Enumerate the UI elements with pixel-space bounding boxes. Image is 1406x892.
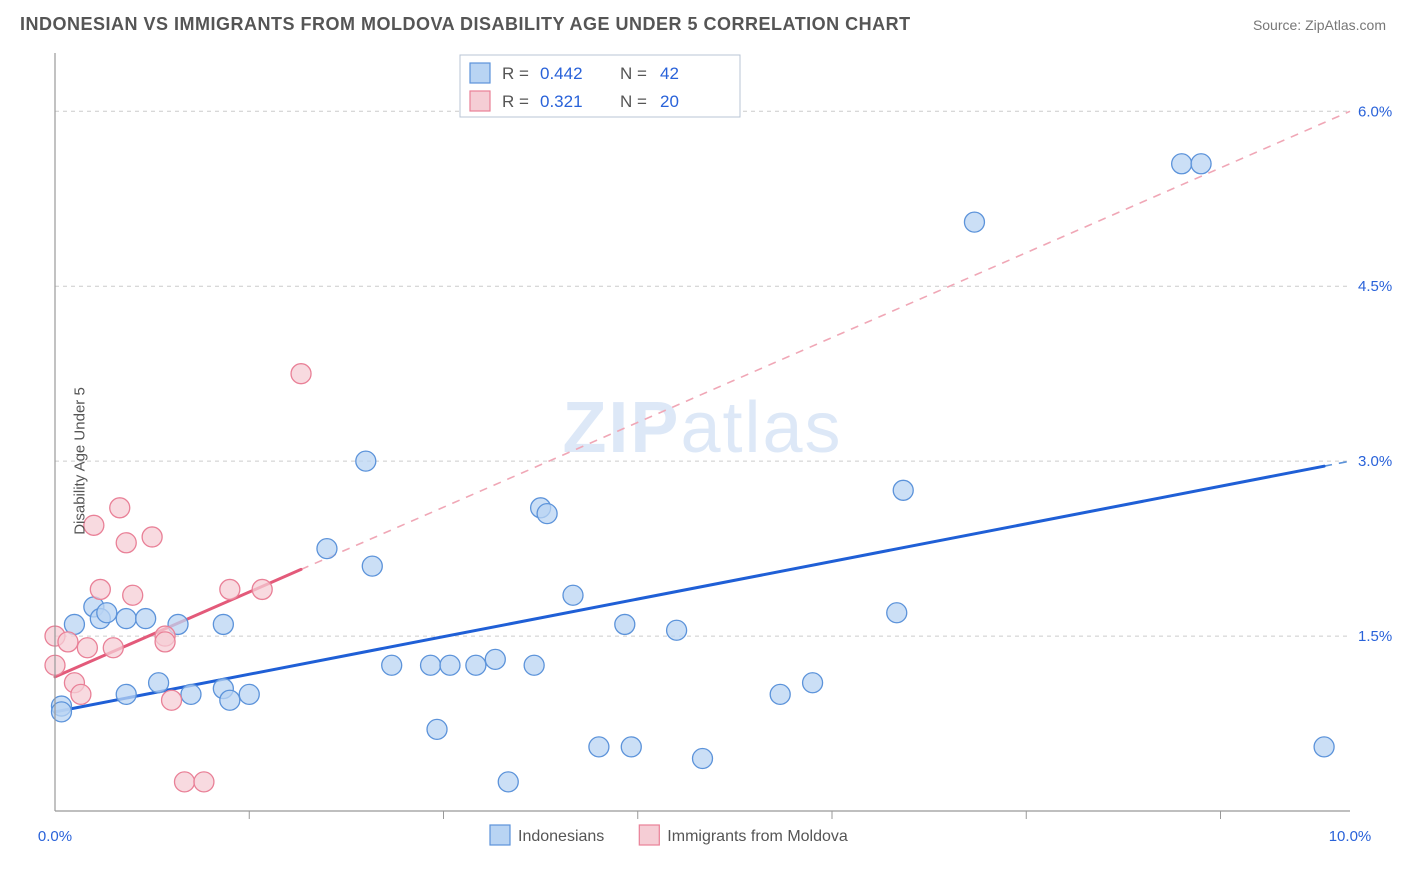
stats-r-value: 0.321 <box>540 92 583 111</box>
y-tick-label: 6.0% <box>1358 103 1392 120</box>
trend-line-dashed <box>301 111 1350 569</box>
legend-label: Indonesians <box>518 828 604 845</box>
stats-r-value: 0.442 <box>540 64 583 83</box>
data-point <box>356 451 376 471</box>
data-point <box>162 690 182 710</box>
data-point <box>71 684 91 704</box>
y-tick-label: 1.5% <box>1358 628 1392 645</box>
x-tick-label: 10.0% <box>1329 828 1372 845</box>
trend-line <box>55 466 1324 712</box>
stats-n-value: 20 <box>660 92 679 111</box>
data-point <box>317 539 337 559</box>
data-point <box>77 638 97 658</box>
data-point <box>1314 737 1334 757</box>
data-point <box>615 614 635 634</box>
data-point <box>90 579 110 599</box>
data-point <box>142 527 162 547</box>
data-point <box>220 579 240 599</box>
data-point <box>103 638 123 658</box>
data-point <box>427 719 447 739</box>
data-point <box>239 684 259 704</box>
data-point <box>524 655 544 675</box>
data-point <box>667 620 687 640</box>
data-point <box>116 684 136 704</box>
data-point <box>485 649 505 669</box>
data-point <box>175 772 195 792</box>
data-point <box>589 737 609 757</box>
data-point <box>155 632 175 652</box>
data-point <box>123 585 143 605</box>
data-point <box>498 772 518 792</box>
trend-line-dashed <box>1324 461 1350 466</box>
data-point <box>149 673 169 693</box>
data-point <box>537 504 557 524</box>
correlation-scatter-chart: ZIPatlas 1.5% 3.0% 4.5% 6.0% 0.0% 10.0% R = 0.44… <box>0 41 1406 881</box>
chart-title: INDONESIAN VS IMMIGRANTS FROM MOLDOVA DI… <box>20 14 911 35</box>
data-point <box>116 533 136 553</box>
data-point <box>440 655 460 675</box>
data-point <box>291 364 311 384</box>
y-tick-label: 4.5% <box>1358 278 1392 295</box>
legend-swatch <box>639 825 659 845</box>
y-tick-label: 3.0% <box>1358 453 1392 470</box>
data-point <box>181 684 201 704</box>
data-point <box>252 579 272 599</box>
data-point <box>116 609 136 629</box>
data-point <box>893 480 913 500</box>
data-point <box>803 673 823 693</box>
data-point <box>362 556 382 576</box>
data-point <box>1191 154 1211 174</box>
data-point <box>563 585 583 605</box>
data-point <box>194 772 214 792</box>
data-point <box>770 684 790 704</box>
legend-swatch <box>490 825 510 845</box>
data-point <box>1172 154 1192 174</box>
stats-r-label: R = <box>502 92 529 111</box>
data-point <box>110 498 130 518</box>
data-point <box>466 655 486 675</box>
watermark: ZIPatlas <box>562 388 842 468</box>
data-point <box>382 655 402 675</box>
data-point <box>97 603 117 623</box>
data-point <box>136 609 156 629</box>
legend-swatch <box>470 91 490 111</box>
stats-r-label: R = <box>502 64 529 83</box>
stats-n-label: N = <box>620 64 647 83</box>
data-point <box>421 655 441 675</box>
x-tick-label: 0.0% <box>38 828 72 845</box>
data-point <box>58 632 78 652</box>
data-point <box>887 603 907 623</box>
legend-swatch <box>470 63 490 83</box>
stats-n-label: N = <box>620 92 647 111</box>
source-name: ZipAtlas.com <box>1305 17 1386 33</box>
stats-n-value: 42 <box>660 64 679 83</box>
source-attribution: Source: ZipAtlas.com <box>1253 17 1386 33</box>
data-point <box>621 737 641 757</box>
y-axis-label: Disability Age Under 5 <box>71 387 88 535</box>
legend-label: Immigrants from Moldova <box>667 828 848 845</box>
data-point <box>964 212 984 232</box>
data-point <box>693 749 713 769</box>
data-point <box>220 690 240 710</box>
source-prefix: Source: <box>1253 17 1305 33</box>
data-point <box>213 614 233 634</box>
